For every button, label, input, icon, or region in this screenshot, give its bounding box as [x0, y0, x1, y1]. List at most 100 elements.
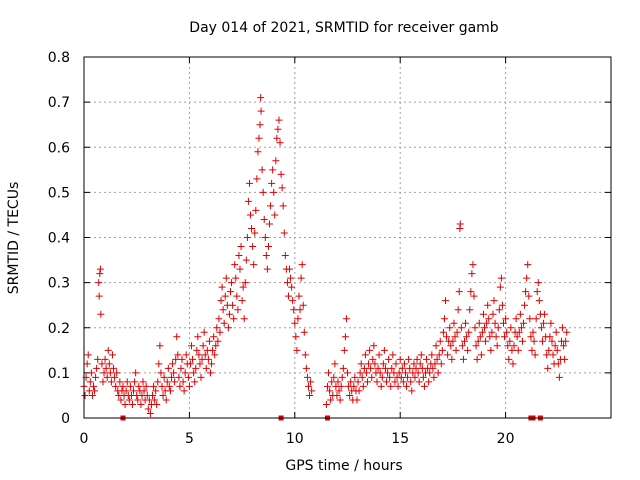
- data-point: [404, 373, 412, 381]
- data-point: [336, 396, 344, 404]
- data-point: [306, 391, 314, 399]
- data-point: [241, 279, 249, 287]
- data-point: [508, 346, 516, 354]
- data-point: [121, 400, 129, 408]
- chart-title: Day 014 of 2021, SRMTID for receiver gam…: [189, 20, 499, 36]
- data-point: [470, 292, 478, 300]
- data-point: [108, 351, 116, 359]
- data-point: [532, 315, 540, 323]
- data-point: [442, 297, 450, 305]
- data-point: [354, 378, 362, 386]
- data-point: [287, 274, 295, 282]
- data-point: [400, 360, 408, 368]
- data-point: [509, 360, 517, 368]
- data-point: [534, 279, 542, 287]
- data-point: [170, 369, 178, 377]
- data-point: [488, 328, 496, 336]
- data-point: [462, 319, 470, 327]
- data-point: [450, 319, 458, 327]
- data-point: [303, 373, 311, 381]
- data-point: [322, 400, 330, 408]
- y-axis-label: SRMTID / TECUs: [6, 182, 22, 295]
- data-point: [339, 364, 347, 372]
- data-point: [195, 351, 203, 359]
- data-point: [194, 333, 202, 341]
- data-point: [386, 373, 394, 381]
- data-point: [533, 288, 541, 296]
- data-point: [479, 310, 487, 318]
- data-point: [193, 346, 201, 354]
- data-point: [165, 382, 173, 390]
- data-point: [140, 387, 148, 395]
- data-point: [150, 382, 158, 390]
- data-point: [252, 206, 260, 214]
- data-point: [153, 400, 161, 408]
- data-point: [178, 355, 186, 363]
- data-point: [355, 387, 363, 395]
- data-point: [220, 319, 228, 327]
- data-point: [490, 297, 498, 305]
- data-point: [205, 337, 213, 345]
- data-point: [503, 328, 511, 336]
- data-point: [158, 382, 166, 390]
- data-point: [473, 355, 481, 363]
- data-point: [460, 337, 468, 345]
- data-point: [484, 301, 492, 309]
- data-point: [270, 188, 278, 196]
- data-point: [160, 373, 168, 381]
- data-point: [239, 283, 247, 291]
- data-point: [447, 342, 455, 350]
- data-point: [379, 360, 387, 368]
- data-point: [381, 364, 389, 372]
- data-point: [425, 378, 433, 386]
- data-point: [97, 310, 105, 318]
- data-point: [493, 342, 501, 350]
- data-point: [100, 369, 108, 377]
- data-point: [240, 315, 248, 323]
- data-point: [213, 324, 221, 332]
- data-point: [530, 337, 538, 345]
- data-point: [191, 378, 199, 386]
- data-point: [501, 333, 509, 341]
- data-point: [101, 355, 109, 363]
- series-srmtid: [80, 94, 571, 417]
- data-point: [330, 373, 338, 381]
- data-point: [251, 229, 259, 237]
- data-point: [274, 125, 282, 133]
- data-point: [215, 315, 223, 323]
- data-point: [475, 319, 483, 327]
- data-point: [259, 188, 267, 196]
- data-point: [504, 342, 512, 350]
- data-point: [476, 333, 484, 341]
- data-point: [340, 346, 348, 354]
- data-point: [190, 369, 198, 377]
- data-point: [327, 396, 335, 404]
- y-tick-label: 0.8: [48, 50, 70, 66]
- x-tick-label: 5: [185, 431, 194, 447]
- data-point: [171, 378, 179, 386]
- data-point: [465, 328, 473, 336]
- data-point: [341, 333, 349, 341]
- data-point: [272, 157, 280, 165]
- data-point: [373, 378, 381, 386]
- data-point: [185, 382, 193, 390]
- data-point: [277, 170, 285, 178]
- data-point: [230, 315, 238, 323]
- data-point: [210, 333, 218, 341]
- data-point: [521, 301, 529, 309]
- data-point: [492, 333, 500, 341]
- data-point: [182, 351, 190, 359]
- data-point: [258, 166, 266, 174]
- data-point: [518, 337, 526, 345]
- data-point: [269, 166, 277, 174]
- data-point: [296, 306, 304, 314]
- data-point: [419, 373, 427, 381]
- data-point: [377, 382, 385, 390]
- data-point: [208, 360, 216, 368]
- data-point: [302, 364, 310, 372]
- data-point: [514, 346, 522, 354]
- data-point: [142, 382, 150, 390]
- data-point: [157, 369, 165, 377]
- data-point: [255, 134, 263, 142]
